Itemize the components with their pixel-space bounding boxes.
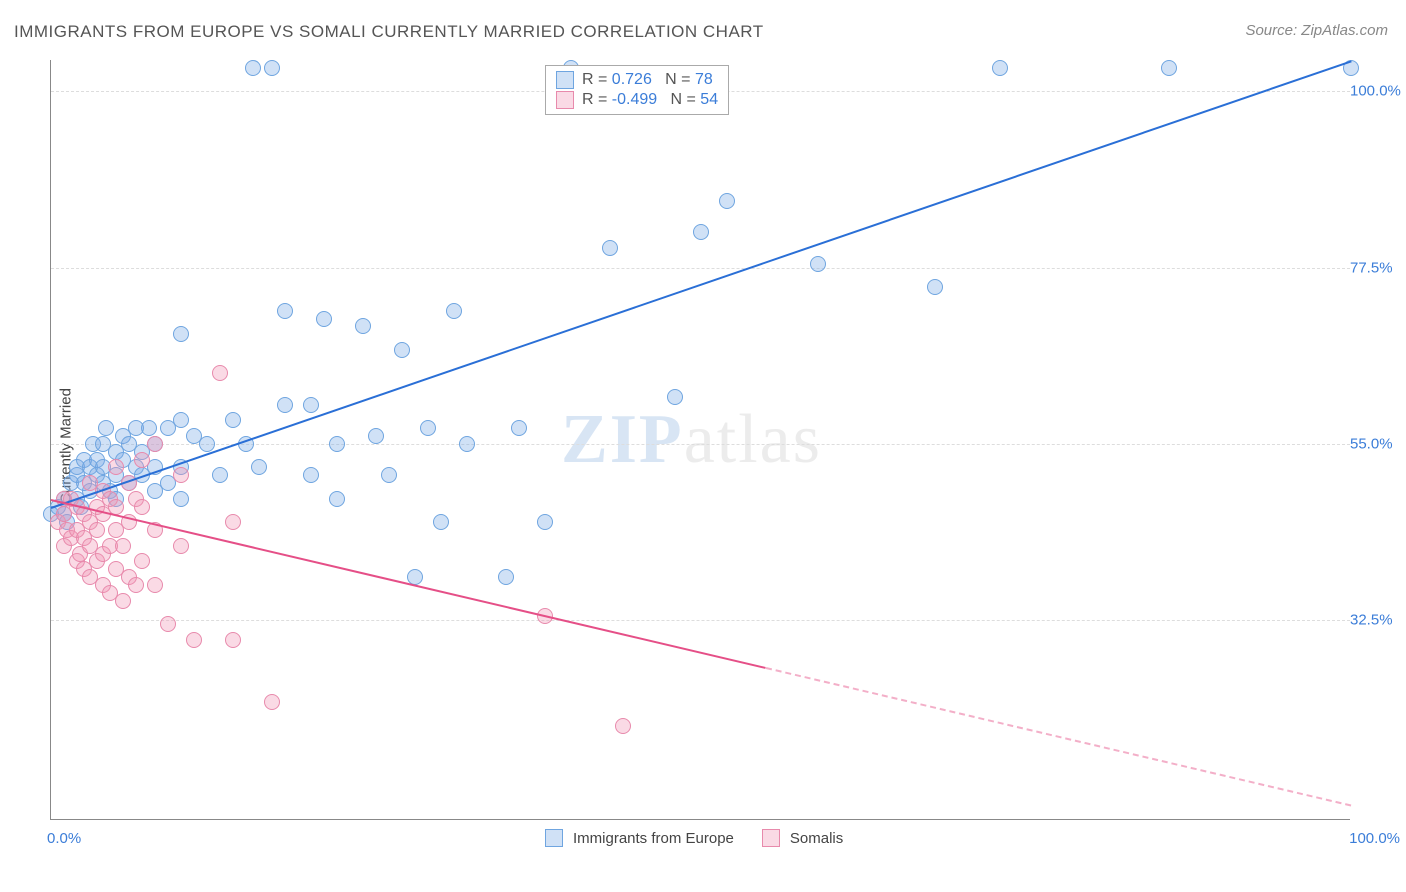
y-tick-label: 100.0% <box>1350 83 1405 100</box>
data-point <box>251 459 267 475</box>
data-point <box>303 467 319 483</box>
data-point <box>245 60 261 76</box>
scatter-plot-area: ZIPatlas 32.5%55.0%77.5%100.0%0.0%100.0%… <box>50 60 1350 820</box>
y-tick-label: 55.0% <box>1350 435 1405 452</box>
data-point <box>615 718 631 734</box>
legend-series-name: Immigrants from Europe <box>573 830 734 847</box>
data-point <box>381 467 397 483</box>
data-point <box>115 538 131 554</box>
data-point <box>225 632 241 648</box>
data-point <box>173 491 189 507</box>
data-point <box>277 303 293 319</box>
legend-row: R = -0.499 N = 54 <box>556 90 718 110</box>
data-point <box>992 60 1008 76</box>
data-point <box>134 553 150 569</box>
data-point <box>329 491 345 507</box>
source-attribution: Source: ZipAtlas.com <box>1245 22 1388 39</box>
series-legend: Immigrants from Europe Somalis <box>545 829 861 847</box>
x-tick-left: 0.0% <box>47 830 81 847</box>
legend-swatch <box>545 829 563 847</box>
data-point <box>160 616 176 632</box>
y-tick-label: 32.5% <box>1350 612 1405 629</box>
data-point <box>128 577 144 593</box>
data-point <box>433 514 449 530</box>
data-point <box>446 303 462 319</box>
data-point <box>810 256 826 272</box>
data-point <box>225 514 241 530</box>
data-point <box>264 694 280 710</box>
data-point <box>667 389 683 405</box>
data-point <box>927 279 943 295</box>
data-point <box>316 311 332 327</box>
data-point <box>173 467 189 483</box>
data-point <box>602 240 618 256</box>
watermark: ZIPatlas <box>561 400 822 480</box>
trend-line-extrapolated <box>766 667 1351 806</box>
data-point <box>693 224 709 240</box>
legend-swatch <box>556 91 574 109</box>
data-point <box>537 514 553 530</box>
legend-stats: R = -0.499 N = 54 <box>582 91 718 109</box>
trend-line <box>51 60 1352 508</box>
gridline <box>51 620 1350 621</box>
data-point <box>147 577 163 593</box>
data-point <box>134 452 150 468</box>
data-point <box>719 193 735 209</box>
data-point <box>277 397 293 413</box>
legend-series-name: Somalis <box>790 830 843 847</box>
chart-title: IMMIGRANTS FROM EUROPE VS SOMALI CURRENT… <box>14 22 764 42</box>
data-point <box>498 569 514 585</box>
data-point <box>173 412 189 428</box>
legend-swatch <box>556 71 574 89</box>
data-point <box>173 538 189 554</box>
data-point <box>459 436 475 452</box>
data-point <box>134 499 150 515</box>
data-point <box>368 428 384 444</box>
data-point <box>511 420 527 436</box>
data-point <box>115 593 131 609</box>
data-point <box>303 397 319 413</box>
data-point <box>264 60 280 76</box>
data-point <box>212 467 228 483</box>
data-point <box>1161 60 1177 76</box>
data-point <box>141 420 157 436</box>
data-point <box>147 436 163 452</box>
data-point <box>108 459 124 475</box>
data-point <box>98 420 114 436</box>
x-tick-right: 100.0% <box>1349 830 1400 847</box>
data-point <box>394 342 410 358</box>
data-point <box>199 436 215 452</box>
data-point <box>186 632 202 648</box>
gridline <box>51 268 1350 269</box>
legend-swatch <box>762 829 780 847</box>
correlation-legend: R = 0.726 N = 78 R = -0.499 N = 54 <box>545 65 729 115</box>
y-tick-label: 77.5% <box>1350 259 1405 276</box>
data-point <box>225 412 241 428</box>
data-point <box>89 522 105 538</box>
legend-stats: R = 0.726 N = 78 <box>582 71 713 89</box>
data-point <box>173 326 189 342</box>
legend-row: R = 0.726 N = 78 <box>556 70 718 90</box>
data-point <box>329 436 345 452</box>
data-point <box>355 318 371 334</box>
data-point <box>212 365 228 381</box>
data-point <box>420 420 436 436</box>
